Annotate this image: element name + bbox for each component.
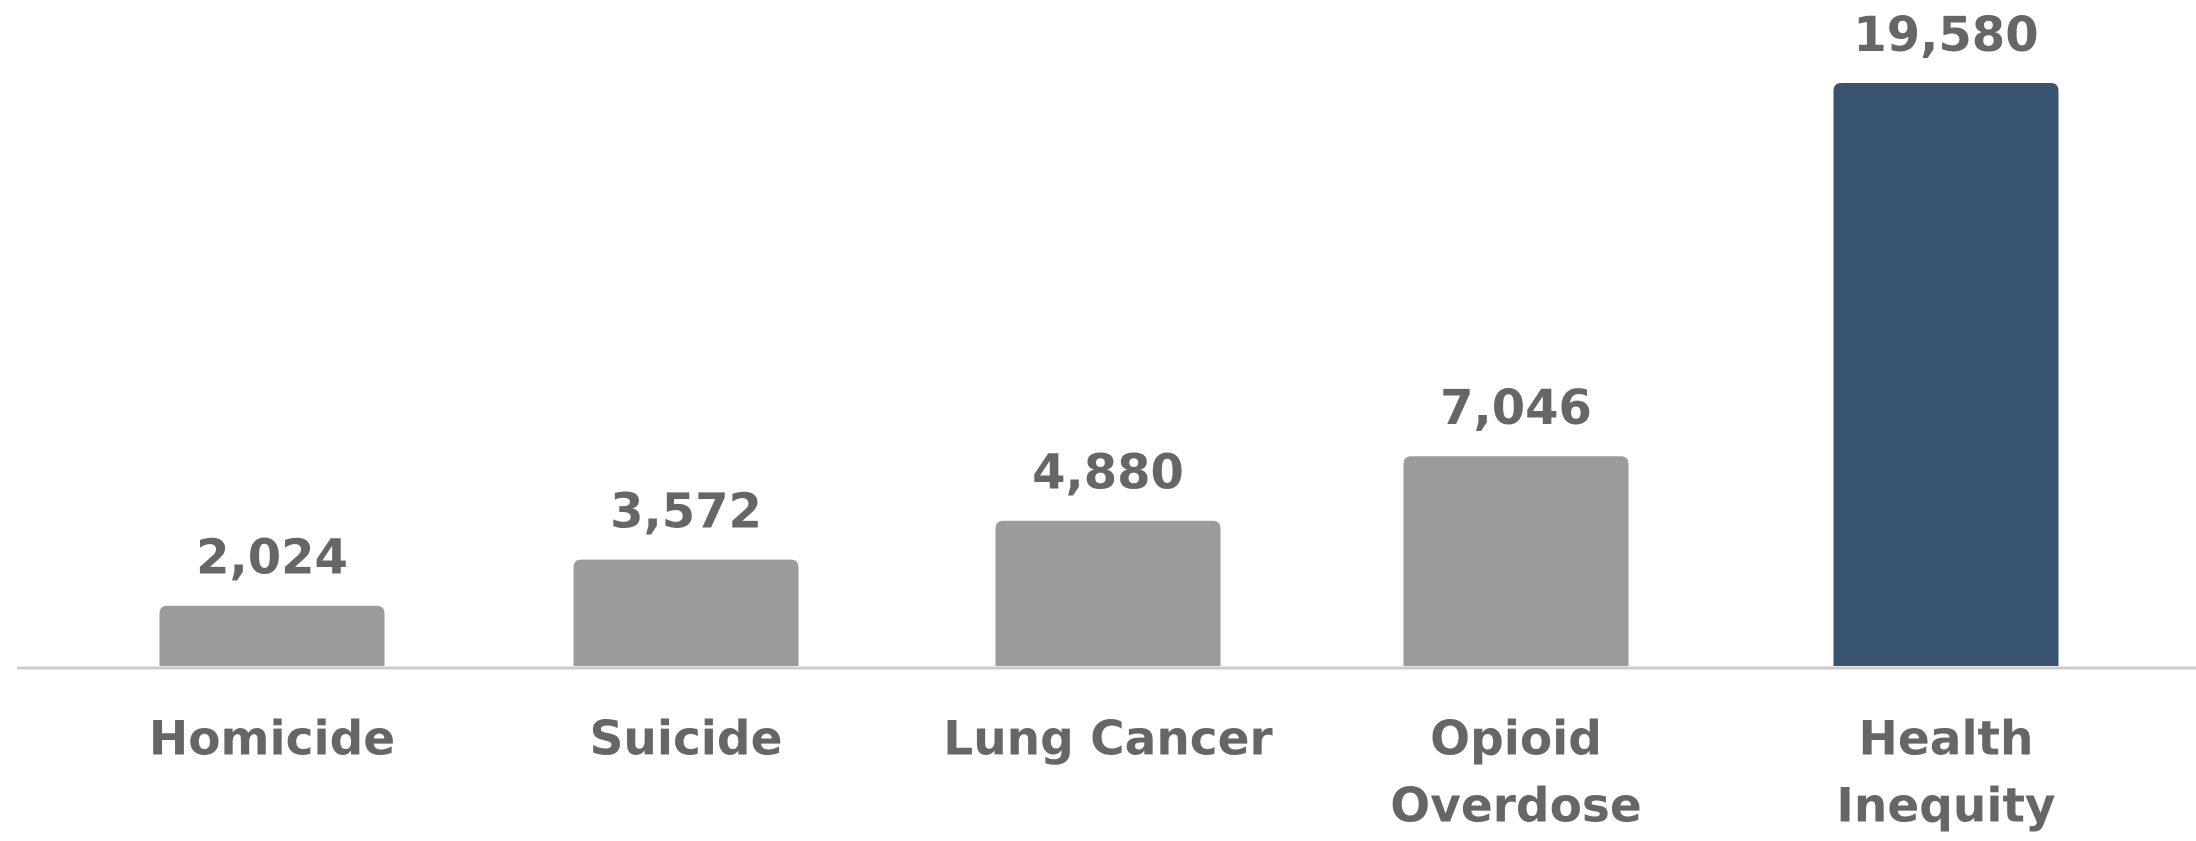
x-tick-label: Homicide	[149, 712, 395, 767]
x-tick-label: Suicide	[590, 712, 783, 767]
bar	[1403, 456, 1629, 666]
bar	[159, 605, 385, 666]
x-tick-label: Overdose	[1390, 779, 1641, 834]
bar	[995, 520, 1221, 666]
value-label: 19,580	[1853, 7, 2038, 63]
value-label: 7,046	[1440, 380, 1592, 436]
x-tick-label: Opioid	[1430, 712, 1602, 767]
value-label: 2,024	[196, 530, 348, 586]
bar	[1833, 83, 2059, 666]
x-tick-label: Inequity	[1836, 779, 2055, 834]
bar	[573, 559, 799, 666]
x-tick-label: Health	[1859, 712, 2034, 767]
value-label: 3,572	[610, 484, 762, 540]
value-label: 4,880	[1032, 445, 1184, 501]
x-tick-label: Lung Cancer	[943, 712, 1273, 767]
